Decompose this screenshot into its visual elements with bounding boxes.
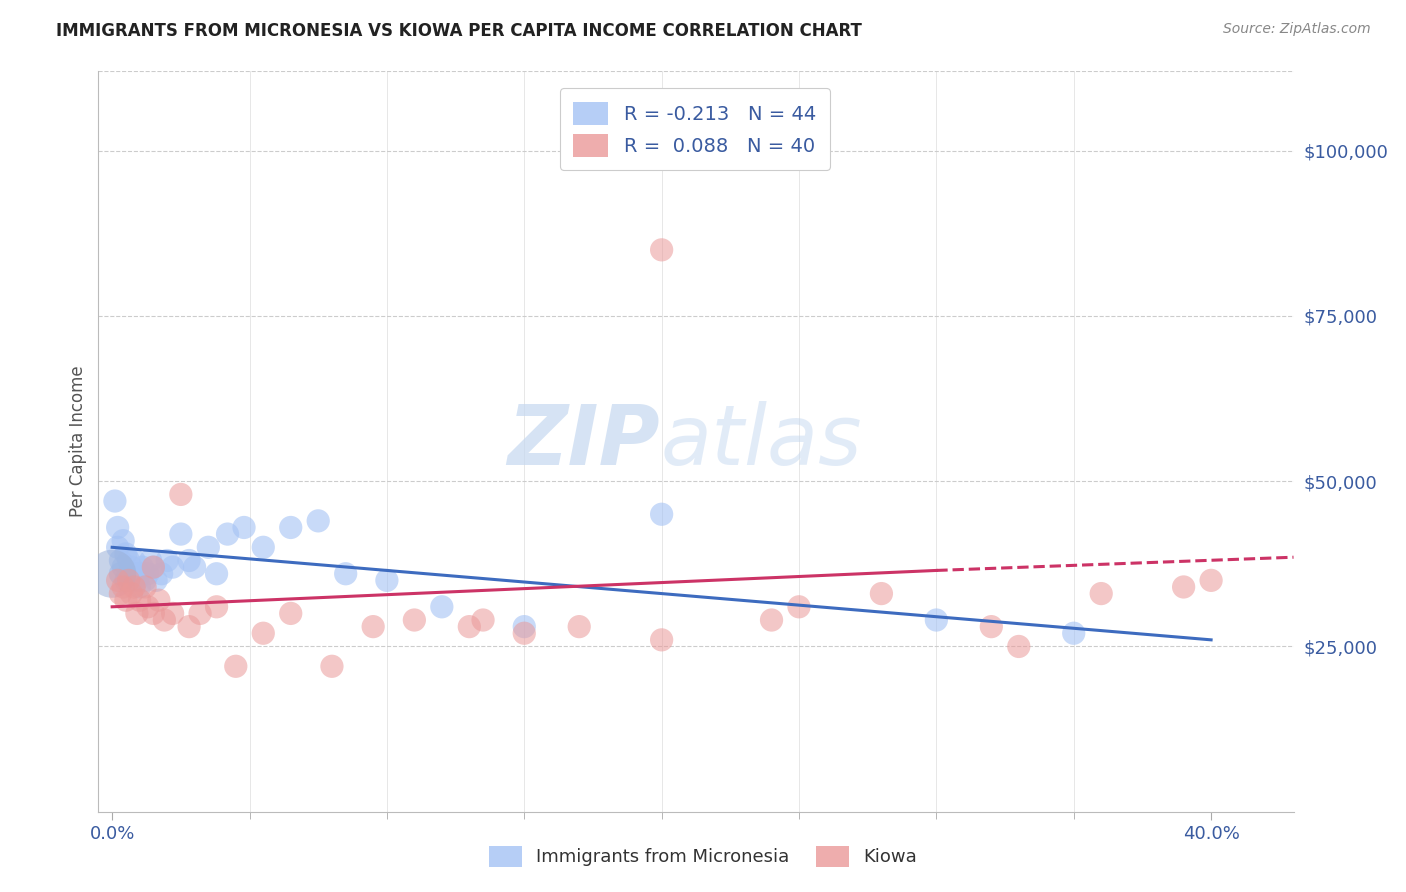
Point bbox=[145, 574, 167, 588]
Point bbox=[870, 586, 893, 600]
Point bbox=[1090, 586, 1112, 600]
Point bbox=[134, 574, 156, 588]
Point bbox=[375, 574, 398, 588]
Point bbox=[120, 574, 142, 588]
Point bbox=[134, 580, 156, 594]
Point bbox=[197, 541, 219, 555]
Text: atlas: atlas bbox=[661, 401, 862, 482]
Point bbox=[170, 527, 193, 541]
Point bbox=[925, 613, 948, 627]
Point bbox=[430, 599, 453, 614]
Point bbox=[513, 626, 536, 640]
Point bbox=[761, 613, 783, 627]
Point bbox=[177, 553, 200, 567]
Point bbox=[225, 659, 247, 673]
Point bbox=[136, 566, 159, 581]
Point bbox=[142, 560, 165, 574]
Point bbox=[651, 508, 673, 522]
Point bbox=[205, 599, 228, 614]
Point bbox=[233, 520, 256, 534]
Point bbox=[188, 607, 211, 621]
Point bbox=[651, 632, 673, 647]
Point bbox=[183, 560, 205, 574]
Point bbox=[177, 619, 200, 633]
Point bbox=[110, 586, 132, 600]
Point bbox=[153, 613, 176, 627]
Point bbox=[128, 566, 150, 581]
Point bbox=[112, 580, 135, 594]
Point bbox=[150, 566, 173, 581]
Point bbox=[117, 553, 139, 567]
Point bbox=[120, 560, 142, 574]
Point bbox=[252, 541, 274, 555]
Point bbox=[148, 593, 170, 607]
Point bbox=[142, 607, 165, 621]
Text: IMMIGRANTS FROM MICRONESIA VS KIOWA PER CAPITA INCOME CORRELATION CHART: IMMIGRANTS FROM MICRONESIA VS KIOWA PER … bbox=[56, 22, 862, 40]
Point bbox=[651, 243, 673, 257]
Point bbox=[115, 574, 138, 588]
Y-axis label: Per Capita Income: Per Capita Income bbox=[69, 366, 87, 517]
Point bbox=[107, 541, 129, 555]
Point bbox=[139, 553, 162, 567]
Point bbox=[110, 553, 132, 567]
Point bbox=[458, 619, 481, 633]
Point bbox=[335, 566, 357, 581]
Point bbox=[404, 613, 426, 627]
Legend: Immigrants from Micronesia, Kiowa: Immigrants from Micronesia, Kiowa bbox=[482, 838, 924, 874]
Point bbox=[125, 574, 148, 588]
Point bbox=[128, 593, 150, 607]
Point bbox=[1199, 574, 1222, 588]
Point bbox=[162, 560, 184, 574]
Point bbox=[117, 566, 139, 581]
Point bbox=[107, 520, 129, 534]
Point bbox=[115, 547, 138, 561]
Point bbox=[115, 593, 138, 607]
Point bbox=[361, 619, 384, 633]
Point bbox=[162, 607, 184, 621]
Point bbox=[980, 619, 1002, 633]
Point bbox=[307, 514, 329, 528]
Point bbox=[280, 607, 302, 621]
Text: Source: ZipAtlas.com: Source: ZipAtlas.com bbox=[1223, 22, 1371, 37]
Point bbox=[787, 599, 810, 614]
Point bbox=[125, 607, 148, 621]
Point bbox=[252, 626, 274, 640]
Point bbox=[104, 494, 127, 508]
Point bbox=[122, 580, 145, 594]
Point bbox=[101, 566, 124, 581]
Point bbox=[1063, 626, 1085, 640]
Point bbox=[128, 580, 150, 594]
Point bbox=[142, 560, 165, 574]
Point bbox=[122, 553, 145, 567]
Point bbox=[117, 574, 139, 588]
Point bbox=[120, 586, 142, 600]
Point bbox=[122, 566, 145, 581]
Point bbox=[112, 533, 135, 548]
Point bbox=[107, 574, 129, 588]
Point bbox=[1173, 580, 1195, 594]
Point bbox=[136, 599, 159, 614]
Text: ZIP: ZIP bbox=[508, 401, 661, 482]
Point bbox=[513, 619, 536, 633]
Point bbox=[1008, 640, 1031, 654]
Point bbox=[472, 613, 495, 627]
Point bbox=[568, 619, 591, 633]
Point bbox=[131, 560, 153, 574]
Point bbox=[321, 659, 343, 673]
Point bbox=[170, 487, 193, 501]
Point bbox=[110, 566, 132, 581]
Point bbox=[280, 520, 302, 534]
Point bbox=[217, 527, 239, 541]
Point bbox=[205, 566, 228, 581]
Point bbox=[156, 553, 179, 567]
Point bbox=[112, 560, 135, 574]
Legend: R = -0.213   N = 44, R =  0.088   N = 40: R = -0.213 N = 44, R = 0.088 N = 40 bbox=[560, 88, 830, 170]
